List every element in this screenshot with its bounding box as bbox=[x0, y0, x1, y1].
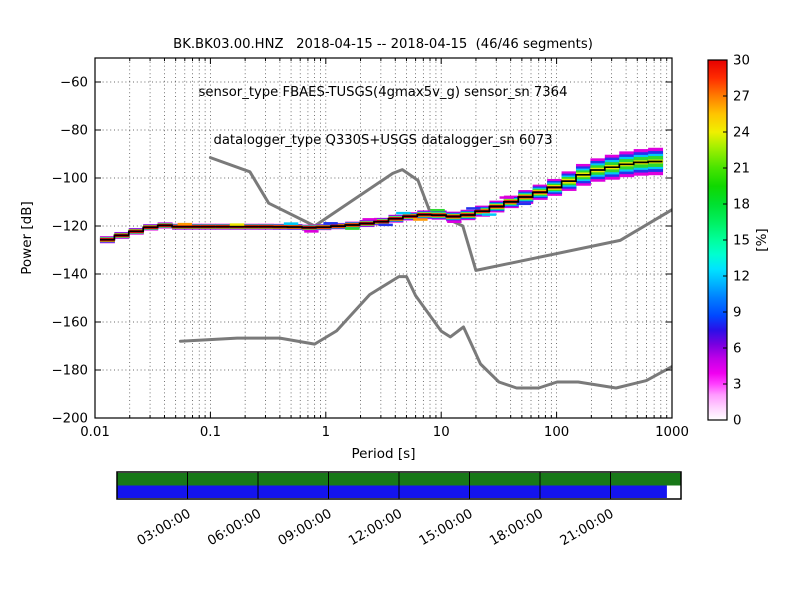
timeline-tick-label: 12:00:00 bbox=[346, 506, 405, 549]
timeline-tick-label: 15:00:00 bbox=[417, 506, 476, 549]
datalogger-subtitle: datalogger_type Q330S+USGS datalogger_sn… bbox=[213, 133, 553, 148]
colorbar-tick-label: 18 bbox=[733, 198, 750, 213]
y-tick-label: −160 bbox=[51, 316, 88, 331]
x-tick-label: 1 bbox=[322, 425, 330, 440]
psd-band-speck bbox=[516, 202, 532, 206]
psd-segment-coverage bbox=[117, 485, 667, 498]
x-tick-label: 10 bbox=[433, 425, 450, 440]
y-tick-label: −200 bbox=[51, 412, 88, 427]
y-tick-label: −60 bbox=[60, 76, 88, 91]
psd-band-speck bbox=[283, 222, 299, 225]
y-axis-label: Power [dB] bbox=[19, 201, 35, 274]
y-tick-label: −80 bbox=[60, 124, 88, 139]
noise-models bbox=[178, 156, 672, 390]
colorbar-tick-label: 3 bbox=[733, 378, 741, 393]
timeline-tick-label: 09:00:00 bbox=[276, 506, 335, 549]
psd-band-speck bbox=[481, 213, 497, 216]
psd-band-speck bbox=[304, 230, 319, 233]
psd-band-speck bbox=[345, 227, 360, 230]
psd-band-speck bbox=[396, 211, 411, 215]
nlnm-line bbox=[178, 275, 672, 390]
colorbar-tick-label: 24 bbox=[733, 126, 750, 141]
y-tick-label: −180 bbox=[51, 364, 88, 379]
nhnm-line bbox=[208, 156, 672, 272]
colorbar-tick-label: 12 bbox=[733, 270, 750, 285]
colorbar-tick-label: 30 bbox=[733, 54, 750, 69]
psd-band-speck bbox=[430, 208, 445, 212]
psd-band-speck bbox=[362, 218, 377, 221]
psd-band-speck bbox=[499, 196, 514, 199]
colorbar: 0 3 6 9 12 15 18 21 24 27 30 [%] bbox=[707, 54, 770, 429]
psd-median-line bbox=[100, 160, 663, 241]
psd-band-speck bbox=[447, 220, 462, 223]
x-tick-labels: 0.01 0.1 1 10 100 1000 bbox=[80, 425, 689, 440]
psd-band-speck bbox=[229, 223, 245, 226]
coverage-bar-frame bbox=[116, 471, 682, 500]
psd-band-speck bbox=[378, 223, 393, 227]
timeline-tick-label: 06:00:00 bbox=[205, 506, 264, 549]
timeline-tick-label: 18:00:00 bbox=[487, 506, 546, 549]
psd-band-speck bbox=[466, 207, 481, 210]
colorbar-tick-label: 0 bbox=[733, 414, 741, 429]
x-tick-label: 1000 bbox=[655, 425, 689, 440]
colorbar-axis-label: [%] bbox=[754, 228, 770, 251]
plot-frame bbox=[94, 57, 673, 419]
coverage-bar: 03:00:00 06:00:00 09:00:00 12:00:00 15:00:00… bbox=[116, 471, 682, 549]
figure-title: BK.BK03.00.HNZ 2018-04-15 -- 2018-04-15 … bbox=[173, 37, 593, 52]
psd-band-speck bbox=[323, 222, 338, 225]
y-tick-label: −100 bbox=[51, 172, 88, 187]
colorbar-gradient bbox=[708, 60, 727, 420]
colorbar-tick-label: 6 bbox=[733, 342, 741, 357]
psd-band-speck bbox=[177, 222, 193, 226]
x-tick-label: 100 bbox=[544, 425, 569, 440]
grid bbox=[95, 58, 672, 418]
colorbar-tick-label: 21 bbox=[733, 162, 750, 177]
y-tick-label: −140 bbox=[51, 268, 88, 283]
colorbar-tick-label: 27 bbox=[733, 90, 750, 105]
axis-ticks bbox=[94, 58, 673, 419]
colorbar-tick-label: 9 bbox=[733, 306, 741, 321]
x-tick-label: 0.01 bbox=[80, 425, 110, 440]
x-tick-label: 0.1 bbox=[200, 425, 221, 440]
y-tick-label: −120 bbox=[51, 220, 88, 235]
psd-band-speck bbox=[413, 218, 428, 221]
x-axis-label: Period [s] bbox=[352, 446, 416, 462]
y-tick-labels: −60 −80 −100 −120 −140 −160 −180 −200 bbox=[51, 76, 88, 427]
psd-band bbox=[99, 147, 664, 244]
colorbar-tick-label: 15 bbox=[733, 234, 750, 249]
timeline-tick-label: 21:00:00 bbox=[558, 506, 617, 549]
timeline-tick-label: 03:00:00 bbox=[135, 506, 194, 549]
